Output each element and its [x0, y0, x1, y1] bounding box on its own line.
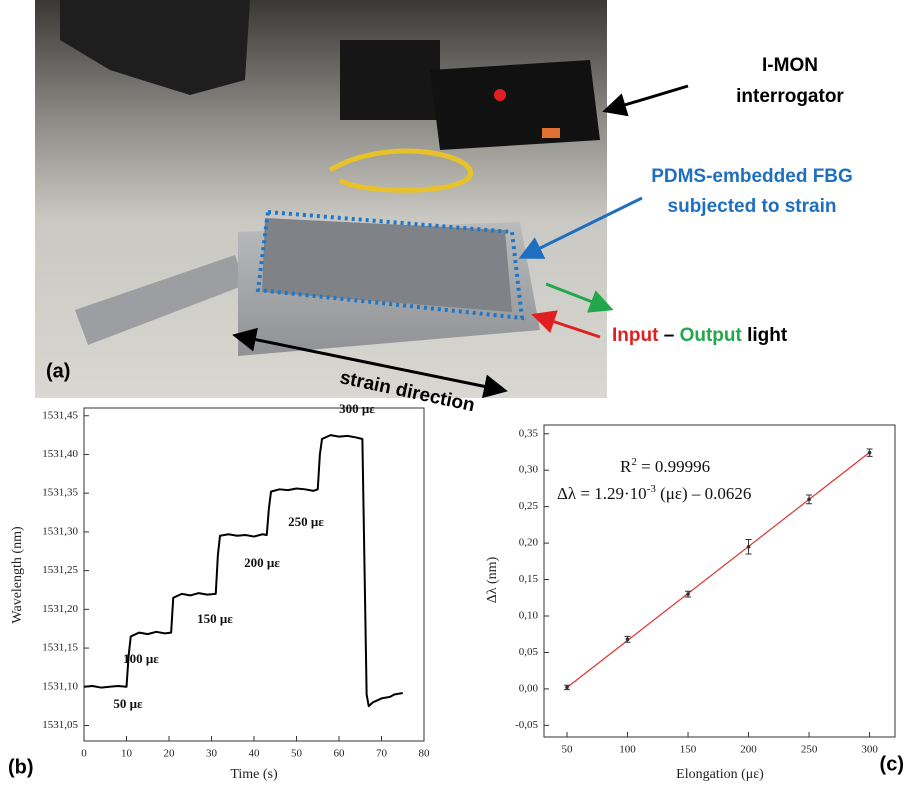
light-label: Input – Output light	[612, 325, 788, 346]
y-axis-label: Wavelength (nm)	[10, 526, 25, 624]
button	[494, 89, 506, 101]
x-tick-label: 250	[801, 744, 818, 756]
fit-line	[566, 451, 870, 688]
r2-symbol: R	[620, 457, 632, 476]
y-tick-label: 1531,10	[42, 680, 78, 692]
stage-top	[262, 218, 512, 312]
fbg-label: subjected to strain	[668, 196, 837, 217]
data-line	[83, 434, 403, 708]
x-tick-label: 10	[121, 748, 133, 760]
x-tick-label: 200	[740, 744, 757, 756]
x-tick-label: 0	[81, 748, 87, 760]
y-tick-label: 0,20	[519, 537, 539, 549]
x-tick-label: 100	[619, 744, 636, 756]
annotation: 150 με	[197, 611, 233, 626]
fbg-label: PDMS-embedded FBG	[651, 166, 853, 187]
input-label: Input	[612, 325, 659, 346]
x-axis-label: Time (s)	[230, 767, 278, 782]
r2-value: = 0.99996	[637, 457, 710, 476]
r2-sup: 2	[631, 456, 637, 468]
data-point	[807, 497, 811, 502]
connector	[542, 128, 560, 138]
glove	[60, 0, 250, 95]
fbg-highlight	[255, 209, 525, 321]
y-tick-label: 1531,05	[42, 719, 78, 731]
arrow	[602, 84, 689, 117]
annotation: 50 με	[113, 696, 143, 711]
data-point	[746, 544, 751, 549]
strain-arrow	[232, 327, 508, 399]
y-tick-label: 0,00	[519, 682, 539, 694]
photo: strain direction (a)	[35, 0, 689, 416]
x-tick-label: 50	[291, 748, 303, 760]
y-tick-label: 1531,40	[42, 448, 78, 460]
annotation: 100 με	[123, 651, 159, 666]
y-tick-label: 0,10	[519, 610, 539, 622]
panel-label: (b)	[8, 756, 34, 778]
x-tick-label: 80	[419, 748, 431, 760]
micrometer	[75, 255, 245, 345]
fiber-cable	[328, 148, 473, 193]
y-axis-label: Δλ (nm)	[485, 556, 500, 603]
r2-annotation: R2 = 0.99996	[620, 456, 710, 476]
y-tick-label: 0,30	[519, 464, 539, 476]
annotation: 300 με	[339, 401, 375, 416]
y-tick-label: 0,05	[519, 646, 539, 658]
arrow	[545, 282, 614, 313]
equation-rest: (με) – 0.0626	[656, 484, 752, 503]
y-tick-label: 1531,30	[42, 525, 78, 537]
x-axis-label: Elongation (με)	[676, 767, 764, 782]
plot-frame	[543, 424, 896, 738]
x-tick-label: 300	[861, 744, 878, 756]
y-tick-label: 0,25	[519, 500, 539, 512]
annotation: 250 με	[288, 514, 324, 529]
y-tick-label: 0,15	[519, 573, 539, 585]
x-tick-label: 60	[334, 748, 346, 760]
interrogator-box	[340, 40, 440, 120]
data-point	[686, 592, 690, 596]
panel-label: (c)	[880, 753, 904, 775]
data-point	[625, 637, 630, 642]
y-tick-label: 1531,15	[42, 642, 78, 654]
equation-text: Δλ = 1.29·10	[557, 484, 647, 503]
x-tick-label: 150	[680, 744, 697, 756]
interrogator-box	[430, 60, 600, 150]
annotation: 200 με	[244, 555, 280, 570]
equation-annotation: Δλ = 1.29·10-3 (με) – 0.0626	[557, 483, 751, 503]
light-word: light	[747, 325, 788, 346]
y-tick-label: 1531,35	[42, 487, 78, 499]
plot-frame	[83, 407, 425, 742]
y-tick-label: 1531,20	[42, 603, 78, 615]
equation-sup: -3	[647, 483, 657, 495]
dash: –	[664, 325, 675, 346]
interrogator-label: interrogator	[736, 86, 844, 107]
y-tick-label: 1531,45	[42, 409, 78, 421]
y-tick-label: 1531,25	[42, 564, 78, 576]
output-label: Output	[680, 325, 743, 346]
data-point	[565, 685, 569, 690]
y-tick-label: -0,05	[515, 719, 538, 731]
interrogator-label: I-MON	[762, 55, 818, 76]
data-point	[867, 450, 872, 455]
arrow	[518, 196, 643, 259]
x-tick-label: 40	[249, 748, 261, 760]
y-tick-label: 0,35	[519, 427, 539, 439]
x-tick-label: 50	[561, 744, 573, 756]
panel-label: (a)	[46, 360, 70, 382]
x-tick-label: 70	[376, 748, 388, 760]
arrow	[531, 310, 601, 339]
x-tick-label: 20	[164, 748, 176, 760]
x-tick-label: 30	[206, 748, 218, 760]
